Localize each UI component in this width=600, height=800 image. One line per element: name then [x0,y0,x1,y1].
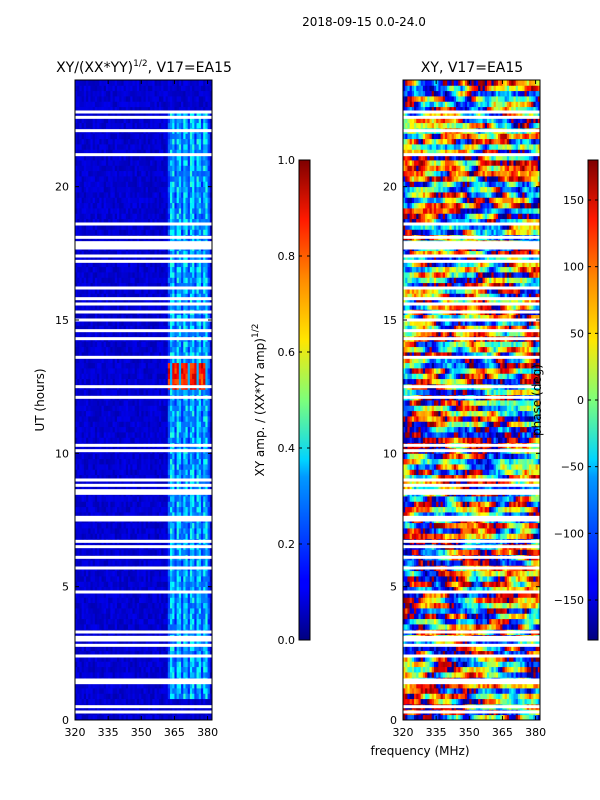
phase-colorbar-ticks: −150 −100 −50 0 50 100 150 [554,194,598,607]
colorbar-tick-label: 0 [577,394,584,407]
x-axis-label: frequency (MHz) [370,744,469,758]
x-tick-label: 335 [98,726,119,739]
y-tick-label: 10 [383,447,397,460]
colorbar-tick-label: 50 [570,327,584,340]
amplitude-heatmap [75,80,212,720]
y-tick-label: 0 [62,714,69,727]
y-tick-label: 20 [383,181,397,194]
phase-axis-ticks: 320 335 350 365 380 0 5 10 15 20 [383,80,546,739]
amplitude-colorbar-label: XY amp. / (XX*YY amp)1/2 [251,324,267,477]
colorbar-tick-label: 0.2 [278,538,296,551]
y-tick-label: 5 [390,581,397,594]
x-tick-label: 350 [459,726,480,739]
colorbar-tick-label: 0.4 [278,442,296,455]
x-tick-label: 380 [525,726,546,739]
y-tick-label: 20 [55,181,69,194]
amplitude-colorbar-frame [298,159,311,641]
x-tick-label: 335 [426,726,447,739]
y-tick-label: 15 [383,314,397,327]
x-tick-label: 320 [65,726,86,739]
colorbar-tick-label: −100 [554,527,584,540]
y-tick-label: 5 [62,581,69,594]
x-tick-label: 380 [197,726,218,739]
amplitude-axes-frame [74,79,213,721]
phase-colorbar [588,160,598,640]
y-axis-label: UT (hours) [33,368,47,431]
phase-colorbar-label: phase (deg) [530,364,544,436]
phase-heatmap [403,80,540,720]
y-tick-label: 0 [390,714,397,727]
amplitude-panel-title: XY/(XX*YY)1/2, V17=EA15 [56,59,232,76]
amplitude-colorbar-ticks: 0.0 0.2 0.4 0.6 0.8 1.0 [278,154,310,647]
x-tick-label: 320 [393,726,414,739]
amplitude-colorbar [299,160,310,640]
colorbar-tick-label: 150 [563,194,584,207]
colorbar-tick-label: 1.0 [278,154,296,167]
x-tick-label: 350 [131,726,152,739]
colorbar-tick-label: −50 [561,461,584,474]
colorbar-tick-label: 100 [563,261,584,274]
colorbar-tick-label: 0.6 [278,346,296,359]
y-tick-label: 10 [55,447,69,460]
colorbar-tick-label: −150 [554,594,584,607]
phase-axes-frame [402,79,541,721]
colorbar-tick-label: 0.0 [278,634,296,647]
y-tick-label: 15 [55,314,69,327]
amplitude-axis-ticks: 320 335 350 365 380 0 5 10 15 20 [55,80,218,739]
x-tick-label: 365 [164,726,185,739]
colorbar-tick-label: 0.8 [278,250,296,263]
x-tick-label: 365 [492,726,513,739]
figure-suptitle: 2018-09-15 0.0-24.0 [302,15,426,29]
phase-panel-title: XY, V17=EA15 [421,60,523,76]
